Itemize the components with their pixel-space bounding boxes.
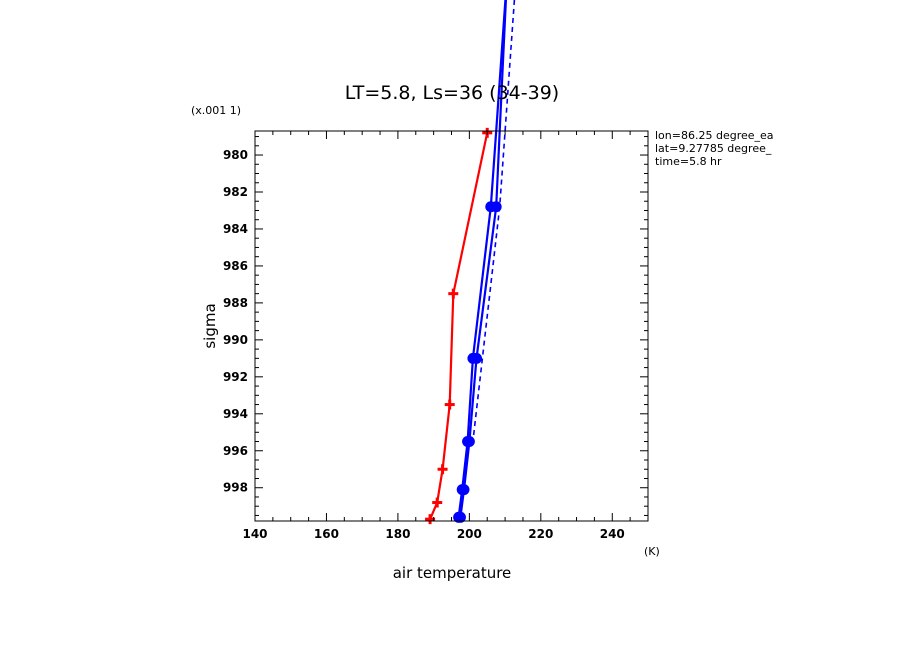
x-tick-label: 180 bbox=[385, 527, 410, 541]
y-tick-label: 990 bbox=[223, 333, 248, 347]
y-tick-label: 998 bbox=[223, 481, 248, 495]
x-tick-label: 160 bbox=[314, 527, 339, 541]
series-0 bbox=[425, 127, 493, 525]
data-point bbox=[444, 399, 455, 410]
data-point bbox=[471, 352, 483, 364]
x-tick-label: 200 bbox=[457, 527, 482, 541]
y-tick-label: 986 bbox=[223, 259, 248, 273]
annotation-block: lon=86.25 degree_ea lat=9.27785 degree_ … bbox=[655, 129, 774, 168]
y-tick-label: 988 bbox=[223, 296, 248, 310]
x-tick-label: 220 bbox=[528, 527, 553, 541]
x-axis-title: air temperature bbox=[393, 564, 512, 582]
y-tick-label: 982 bbox=[223, 185, 248, 199]
y-tick-label: 992 bbox=[223, 370, 248, 384]
series-layer bbox=[425, 0, 516, 525]
annotation-lat: lat=9.27785 degree_ bbox=[655, 142, 772, 155]
chart-title: LT=5.8, Ls=36 (34-39) bbox=[345, 82, 559, 104]
series-2 bbox=[454, 0, 507, 523]
x-tick-label: 140 bbox=[242, 527, 267, 541]
y-tick-label: 996 bbox=[223, 444, 248, 458]
data-point bbox=[463, 436, 475, 448]
y-tick-label: 984 bbox=[223, 222, 248, 236]
y-tick-label: 980 bbox=[223, 148, 248, 162]
data-point bbox=[432, 497, 443, 508]
series-line bbox=[429, 132, 489, 520]
annotation-lon: lon=86.25 degree_ea bbox=[655, 129, 774, 142]
data-point bbox=[458, 484, 470, 496]
data-point bbox=[454, 511, 466, 523]
x-unit-label: (K) bbox=[644, 545, 660, 558]
y-axis-title: sigma bbox=[201, 303, 219, 348]
x-tick-label: 240 bbox=[600, 527, 625, 541]
axes-layer: 140 160 180 200 220 240 980 982 984 986 988 990 992 9… bbox=[223, 131, 649, 541]
annotation-time: time=5.8 hr bbox=[655, 155, 722, 168]
data-point bbox=[448, 288, 459, 299]
series-3 bbox=[472, 0, 516, 442]
data-point bbox=[437, 464, 448, 475]
series-line bbox=[472, 0, 516, 442]
y-unit-label: (x.001 1) bbox=[191, 104, 241, 117]
y-tick-label: 994 bbox=[223, 407, 248, 421]
